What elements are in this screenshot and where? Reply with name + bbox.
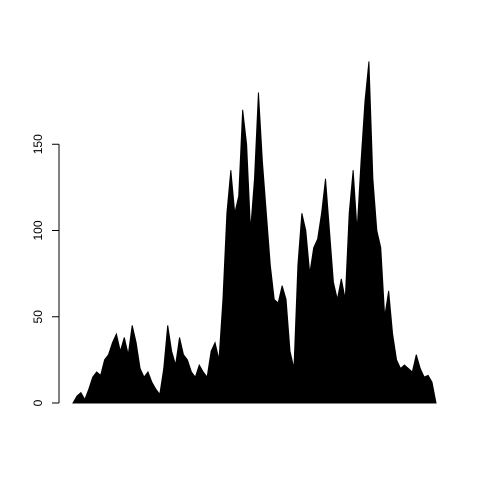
y-tick-label: 50 (31, 310, 45, 324)
y-tick-label: 150 (31, 134, 45, 154)
area (72, 61, 437, 404)
y-tick-label: 100 (31, 220, 45, 240)
y-tick-label: 0 (31, 399, 45, 406)
